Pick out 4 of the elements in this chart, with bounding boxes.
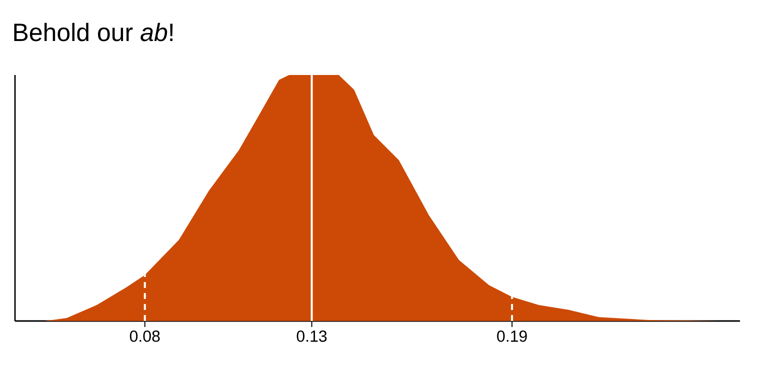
chart-title: Behold our ab! — [14, 22, 173, 42]
x-tick-label: 0.08 — [130, 330, 160, 342]
x-tick-label: 0.19 — [497, 330, 527, 342]
x-tick-label: 0.13 — [296, 330, 327, 342]
